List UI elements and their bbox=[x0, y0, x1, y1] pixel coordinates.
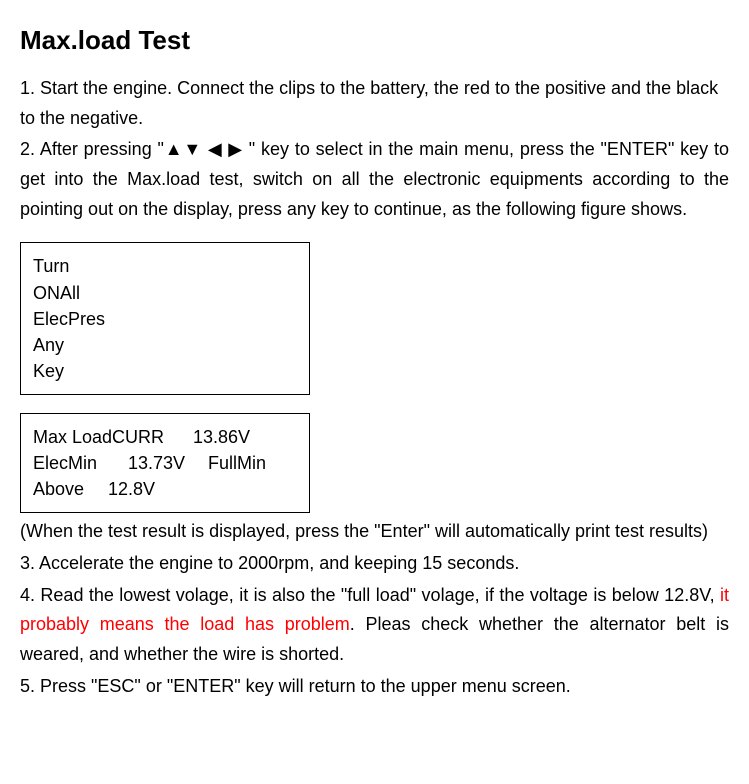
print-note: (When the test result is displayed, pres… bbox=[20, 517, 729, 547]
box2-value-2: 13.73V bbox=[128, 450, 203, 476]
box1-line2: Key bbox=[33, 358, 297, 384]
step-2-pre: 2. After pressing " bbox=[20, 139, 164, 159]
box2-value-3: 12.8V bbox=[108, 479, 155, 499]
step-2: 2. After pressing "▲▼ ◀ ▶ " key to selec… bbox=[20, 135, 729, 224]
box1-line1: Turn ONAll ElecPres Any bbox=[33, 253, 297, 357]
step-4: 4. Read the lowest volage, it is also th… bbox=[20, 581, 729, 670]
box2-label-2: ElecMin bbox=[33, 450, 123, 476]
box2-value-1: 13.86V bbox=[193, 427, 250, 447]
box2-label-4: Above bbox=[33, 476, 103, 502]
step-5: 5. Press "ESC" or "ENTER" key will retur… bbox=[20, 672, 729, 702]
box2-line3: Above 12.8V bbox=[33, 476, 297, 502]
box1-text: Turn ONAll ElecPres Any bbox=[33, 253, 85, 357]
box2-label-3: FullMin bbox=[208, 453, 266, 473]
display-box-1: Turn ONAll ElecPres Any Key bbox=[20, 242, 310, 394]
section-title: Max.load Test bbox=[20, 25, 729, 56]
box2-label-1: Max LoadCURR bbox=[33, 424, 188, 450]
step-3: 3. Accelerate the engine to 2000rpm, and… bbox=[20, 549, 729, 579]
step-4-pre: 4. Read the lowest volage, it is also th… bbox=[20, 585, 720, 605]
display-box-2: Max LoadCURR 13.86V ElecMin 13.73V FullM… bbox=[20, 413, 310, 513]
box2-line2: ElecMin 13.73V FullMin bbox=[33, 450, 297, 476]
box2-line1: Max LoadCURR 13.86V bbox=[33, 424, 297, 450]
arrow-keys-icon: ▲▼ ◀ ▶ bbox=[164, 139, 243, 159]
step-1: 1. Start the engine. Connect the clips t… bbox=[20, 74, 729, 133]
